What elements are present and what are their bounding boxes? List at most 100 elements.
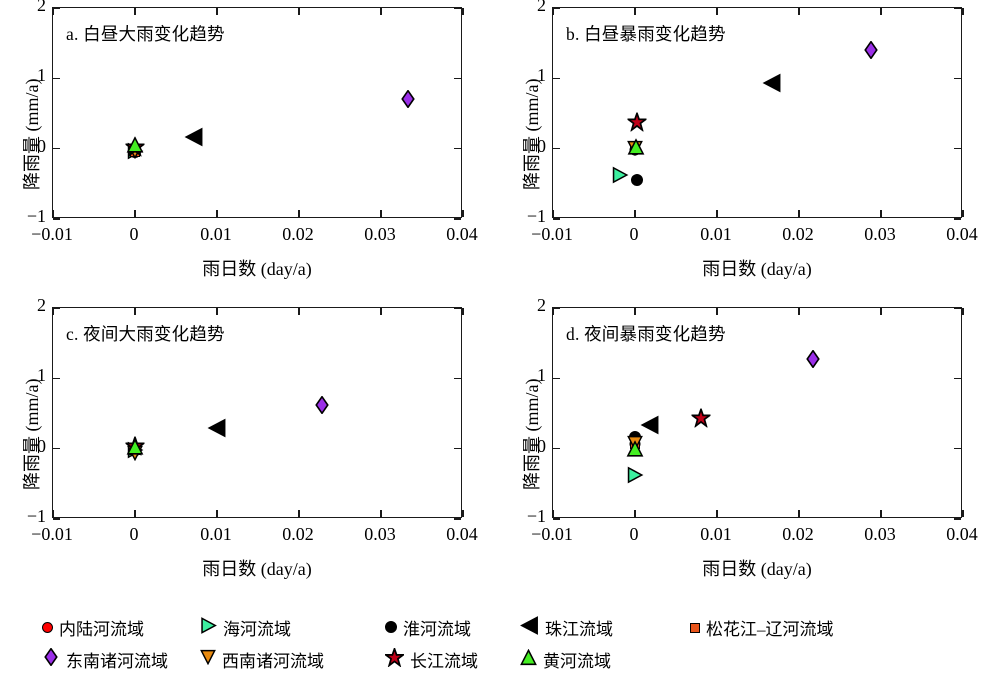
x-tick-label: 0.02 [282, 224, 314, 244]
y-tick-label: 0 [37, 435, 46, 456]
x-tick [798, 510, 800, 517]
legend: 内陆河流域 海河流域 淮河流域 珠江流域 松花江–辽河流域东南诸河流域 西南诸河流域 长江流… [0, 605, 1000, 674]
legend-item[interactable]: 东南诸河流域 [42, 647, 168, 672]
panel-title-b: b. 白昼暴雨变化趋势 [566, 24, 726, 44]
y-tick [954, 218, 961, 220]
legend-item[interactable]: 内陆河流域 [42, 615, 144, 640]
x-tick [462, 8, 464, 15]
data-point [627, 138, 645, 156]
x-tick [880, 8, 882, 15]
plot-area-c [52, 307, 464, 520]
legend-item[interactable]: 海河流域 [200, 615, 291, 640]
data-point [640, 416, 659, 435]
y-tick [454, 147, 461, 150]
y-tick [454, 518, 461, 520]
legend-item[interactable]: 松花江–辽河流域 [690, 615, 834, 640]
data-point [184, 127, 204, 147]
marker-square [690, 622, 700, 633]
legend-marker-circle-icon [42, 618, 53, 638]
y-tick [553, 218, 560, 220]
y-axis-label: 降雨量 (mm/a) [522, 78, 542, 190]
data-point [627, 466, 644, 484]
y-tick [454, 218, 461, 220]
marker-circle [42, 621, 53, 633]
legend-label: 长江流域 [410, 652, 478, 671]
x-tick-label: −0.01 [31, 224, 73, 244]
marker-triangle-up [520, 648, 537, 666]
x-tick [380, 8, 382, 15]
x-tick-label: 0.01 [700, 524, 732, 544]
x-tick [880, 510, 882, 517]
y-axis-label: 降雨量 (mm/a) [22, 78, 42, 190]
x-tick [298, 210, 300, 217]
data-point [126, 437, 144, 455]
y-tick [553, 518, 560, 520]
panel-title-d: d. 夜间暴雨变化趋势 [566, 324, 726, 344]
legend-item[interactable]: 淮河流域 [385, 615, 471, 640]
y-tick-label: 1 [37, 65, 46, 86]
y-tick [553, 377, 560, 380]
x-tick [52, 308, 54, 315]
legend-item[interactable]: 珠江流域 [520, 615, 613, 640]
marker-triangle-left [520, 615, 539, 635]
y-tick-label: 2 [37, 0, 46, 15]
y-tick-label: 0 [37, 135, 46, 156]
x-tick-label: 0.03 [364, 224, 396, 244]
x-tick [216, 210, 218, 217]
x-tick [798, 210, 800, 217]
y-tick-label: 1 [37, 365, 46, 386]
y-tick [454, 7, 461, 9]
y-tick [954, 377, 961, 380]
data-point [612, 166, 629, 184]
y-tick [53, 307, 60, 309]
x-tick [52, 510, 54, 517]
y-tick-label: 2 [537, 0, 546, 15]
y-tick [954, 77, 961, 80]
data-point [630, 174, 643, 187]
x-tick [798, 308, 800, 315]
y-tick [53, 447, 60, 450]
plot-area-d [552, 307, 964, 520]
legend-marker-triangle-right-icon [200, 616, 217, 639]
y-tick [53, 7, 60, 9]
y-tick [553, 77, 560, 80]
legend-label: 西南诸河流域 [222, 652, 324, 671]
legend-item[interactable]: 西南诸河流域 [200, 647, 324, 672]
legend-label: 东南诸河流域 [66, 652, 168, 671]
legend-item[interactable]: 黄河流域 [520, 647, 611, 672]
data-point [313, 395, 331, 415]
x-tick-label: 0.04 [446, 224, 478, 244]
legend-label: 松花江–辽河流域 [706, 620, 834, 639]
y-tick [954, 518, 961, 520]
marker-star [383, 645, 406, 668]
data-point [804, 349, 822, 370]
legend-item[interactable]: 长江流域 [383, 645, 478, 672]
x-tick [716, 8, 718, 15]
legend-label: 珠江流域 [545, 620, 613, 639]
data-point [762, 73, 781, 92]
x-tick [552, 8, 554, 15]
y-tick [553, 7, 560, 9]
x-tick [962, 510, 964, 517]
marker-triangle-down [200, 649, 216, 666]
panel-title-a: a. 白昼大雨变化趋势 [66, 24, 225, 44]
y-axis-label: 降雨量 (mm/a) [522, 378, 542, 490]
legend-marker-diamond-icon [42, 647, 60, 671]
y-tick [954, 147, 961, 150]
x-tick-label: 0.01 [700, 224, 732, 244]
data-point [689, 406, 712, 428]
y-tick-label: −1 [526, 506, 546, 526]
y-tick [53, 377, 60, 380]
x-tick-label: 0.02 [782, 524, 814, 544]
panel-c-nighttime-heavy-rain: c. 夜间大雨变化趋势 −0.01 0 0.01 0.02 0.03 0.04 −1 0 1 2 雨… [0, 295, 500, 600]
x-tick [716, 308, 718, 315]
y-tick-label: 0 [537, 435, 546, 456]
legend-marker-triangle-up-icon [520, 648, 537, 671]
x-tick [380, 210, 382, 217]
plot-area-a [52, 7, 464, 220]
x-tick [880, 210, 882, 217]
x-tick-label: −0.01 [531, 524, 573, 544]
x-tick [716, 510, 718, 517]
x-tick-label: 0.04 [446, 524, 478, 544]
y-tick-label: −1 [526, 206, 546, 226]
